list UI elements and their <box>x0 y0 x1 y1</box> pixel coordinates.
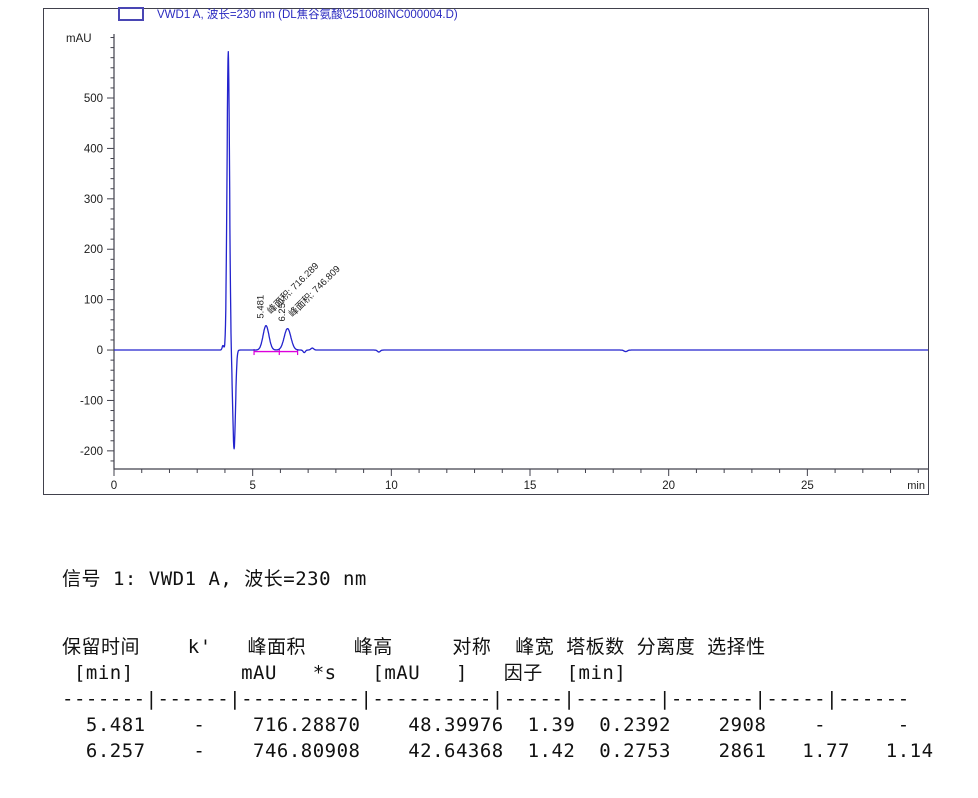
svg-text:400: 400 <box>84 143 103 155</box>
chromatogram-plot: -200 -100 0 100 200 300 400 500 0 5 10 15 20 25 min 5.4… <box>80 34 929 492</box>
svg-text:0: 0 <box>97 345 103 357</box>
svg-text:min: min <box>907 480 925 492</box>
signal-header: 信号 1: VWD1 A, 波长=230 nm <box>62 568 367 590</box>
chart-legend: VWD1 A, 波长=230 nm (DL焦谷氨酸\251008INC00000… <box>118 6 458 22</box>
svg-text:200: 200 <box>84 244 103 256</box>
peak-rt-annotation: 5.481 <box>256 295 267 319</box>
table-line: 5.481 - 716.28870 48.39976 1.39 0.2392 2… <box>62 714 910 736</box>
peak-table: 保留时间 k' 峰面积 峰高 对称 峰宽 塔板数 分离度 选择性 [min] m… <box>62 634 934 764</box>
y-axis-unit-label: mAU <box>66 33 92 45</box>
chromatogram-frame: VWD1 A, 波长=230 nm (DL焦谷氨酸\251008INC00000… <box>43 6 929 495</box>
legend-swatch-icon <box>118 7 144 21</box>
svg-text:20: 20 <box>662 480 675 492</box>
svg-text:100: 100 <box>84 295 103 307</box>
svg-text:25: 25 <box>801 480 814 492</box>
legend-label: VWD1 A, 波长=230 nm (DL焦谷氨酸\251008INC00000… <box>157 9 458 21</box>
svg-text:-200: -200 <box>80 446 103 458</box>
svg-text:300: 300 <box>84 194 103 206</box>
table-line: 6.257 - 746.80908 42.64368 1.42 0.2753 2… <box>62 740 934 762</box>
svg-text:5: 5 <box>249 480 255 492</box>
peak-rt-annotation: 6.257 <box>277 298 288 322</box>
svg-text:0: 0 <box>111 480 117 492</box>
table-line: 保留时间 k' 峰面积 峰高 对称 峰宽 塔板数 分离度 选择性 <box>62 636 766 658</box>
table-line: -------|------|----------|----------|---… <box>62 688 910 710</box>
table-line: [min] mAU *s [mAU ] 因子 [min] <box>62 662 627 684</box>
svg-text:10: 10 <box>385 480 398 492</box>
svg-text:-100: -100 <box>80 395 103 407</box>
svg-text:15: 15 <box>524 480 537 492</box>
svg-text:500: 500 <box>84 93 103 105</box>
